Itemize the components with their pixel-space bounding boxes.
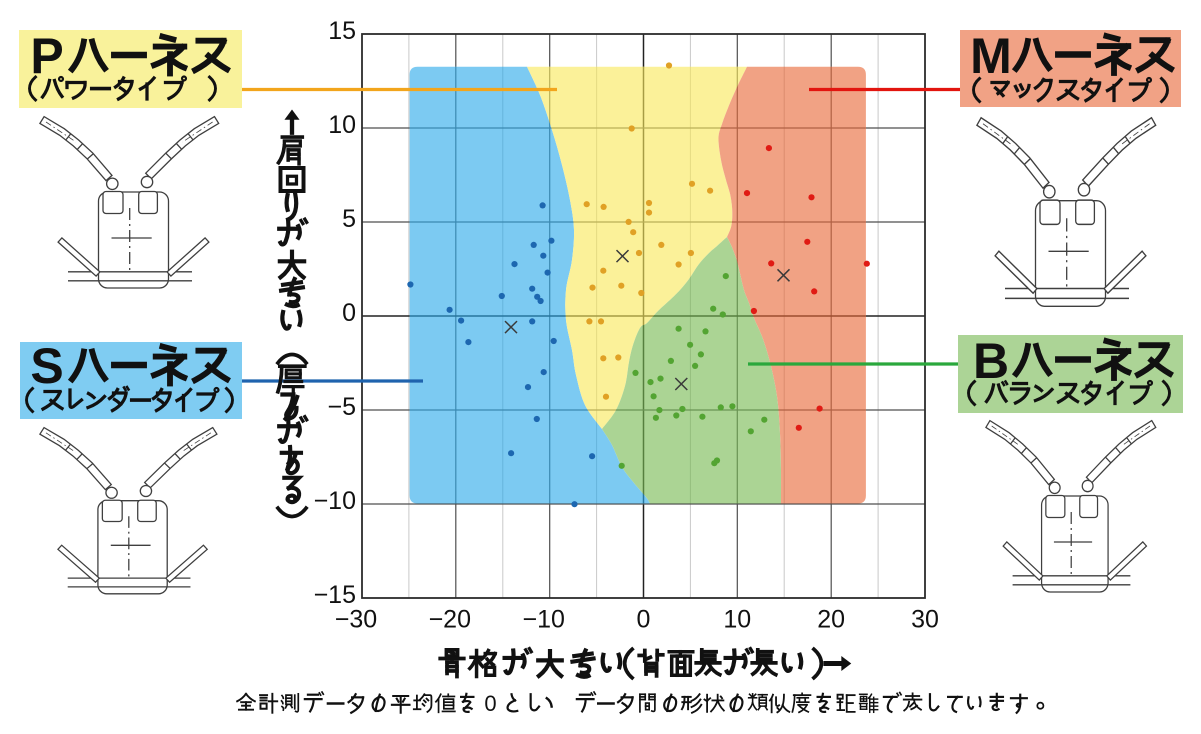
- svg-text:−15: −15: [314, 581, 356, 609]
- svg-text:15: 15: [328, 17, 356, 45]
- svg-text:0: 0: [637, 606, 651, 634]
- svg-text:S: S: [30, 338, 63, 394]
- svg-text:−5: −5: [327, 393, 356, 421]
- svg-text:−30: −30: [335, 606, 377, 634]
- svg-text:10: 10: [723, 606, 751, 634]
- svg-text:P: P: [30, 28, 63, 84]
- svg-text:0: 0: [484, 691, 496, 716]
- svg-text:10: 10: [328, 111, 356, 139]
- svg-text:−10: −10: [314, 487, 356, 515]
- svg-text:30: 30: [911, 606, 939, 634]
- svg-text:20: 20: [817, 606, 845, 634]
- svg-text:M: M: [970, 28, 1012, 84]
- svg-text:5: 5: [342, 205, 356, 233]
- svg-text:0: 0: [342, 299, 356, 327]
- svg-text:B: B: [973, 333, 1009, 389]
- svg-text:−10: −10: [522, 606, 564, 634]
- svg-text:−20: −20: [429, 606, 471, 634]
